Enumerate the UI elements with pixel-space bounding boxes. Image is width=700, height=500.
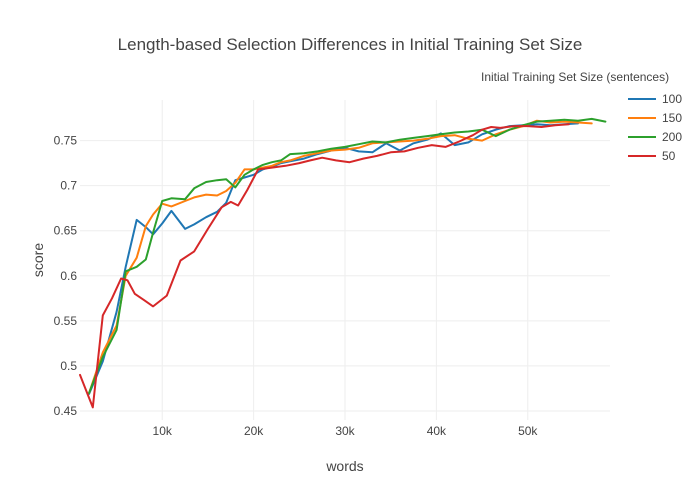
y-tick-label: 0.75 [54, 134, 78, 148]
legend-item-100[interactable]: 100 [628, 92, 682, 106]
legend-label: 100 [662, 92, 682, 106]
chart-title: Length-based Selection Differences in In… [118, 35, 583, 54]
legend-item-200[interactable]: 200 [628, 130, 682, 144]
grid-layer [80, 100, 610, 420]
legend-label: 150 [662, 111, 682, 125]
x-tick-label: 30k [335, 424, 355, 438]
series-layer [79, 117, 607, 409]
y-axis-title: score [30, 243, 46, 277]
legend-label: 50 [662, 149, 676, 163]
y-tick-label: 0.6 [60, 269, 77, 283]
x-axis-title: words [325, 458, 363, 474]
y-tick-label: 0.45 [54, 404, 78, 418]
x-tick-label: 40k [427, 424, 447, 438]
series-line-100 [88, 122, 579, 395]
y-tick-label: 0.7 [60, 179, 77, 193]
legend-title: Initial Training Set Size (sentences) [481, 70, 669, 84]
y-tick-label: 0.55 [54, 314, 78, 328]
legend-item-150[interactable]: 150 [628, 111, 682, 125]
y-tick-label: 0.65 [54, 224, 78, 238]
x-tick-label: 20k [244, 424, 264, 438]
x-tick-label: 50k [518, 424, 538, 438]
legend-label: 200 [662, 130, 682, 144]
series-line-50 [79, 123, 570, 409]
legend[interactable]: 100 150 200 50 [628, 92, 682, 163]
tick-layer: 10k 20k 30k 40k 50k 0.45 0.5 0.55 0.6 0.65 0.7 0.75 [54, 134, 539, 438]
series-line-200 [88, 117, 607, 394]
legend-item-50[interactable]: 50 [628, 149, 676, 163]
x-tick-label: 10k [153, 424, 173, 438]
y-tick-label: 0.5 [60, 359, 77, 373]
